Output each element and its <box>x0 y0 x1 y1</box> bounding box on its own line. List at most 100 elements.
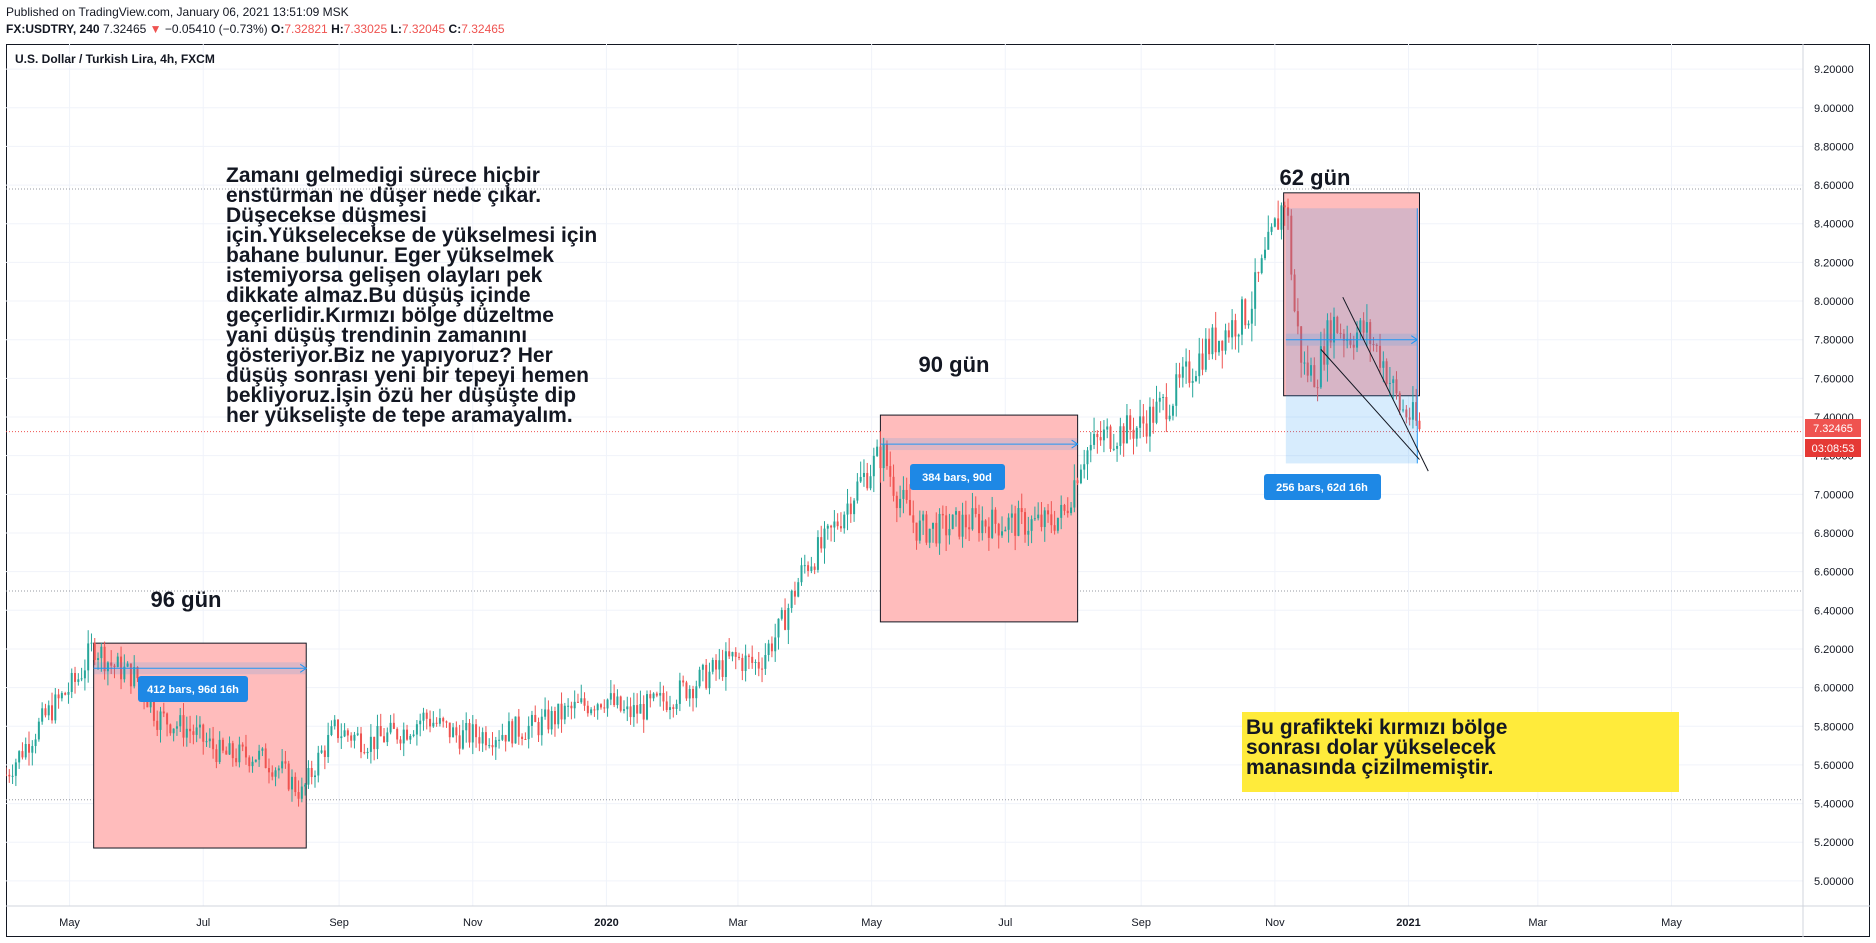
candle-body <box>826 525 829 529</box>
candle-body <box>954 511 957 515</box>
candle-body <box>1234 320 1237 337</box>
candle-body <box>274 770 277 777</box>
candle-body <box>1142 416 1145 424</box>
candle-body <box>1247 323 1250 326</box>
candle-body <box>1257 272 1260 274</box>
candle-body <box>649 694 652 699</box>
candle-body <box>800 565 803 583</box>
candle-body <box>981 520 984 534</box>
high-value: 7.33025 <box>343 22 388 36</box>
candle-body <box>718 660 721 670</box>
candle-body <box>320 750 323 753</box>
candle-body <box>70 672 73 692</box>
candle-body <box>1060 504 1063 518</box>
candle-body <box>113 665 116 667</box>
candle-body <box>133 666 136 687</box>
candle-body <box>1365 322 1368 333</box>
candle-body <box>1109 426 1112 449</box>
candle-body <box>287 763 290 790</box>
x-tick-label: May <box>861 917 882 929</box>
candle-body <box>343 730 346 737</box>
candle-body <box>918 520 921 541</box>
text-line: istemiyorsa gelişen olayları pek <box>226 264 543 287</box>
main-annotation-text: Zamanı gelmedigi sürece hiçbir enstürman … <box>226 164 597 427</box>
candle-body <box>521 736 524 739</box>
candle-body <box>856 481 859 501</box>
candle-body <box>537 721 540 736</box>
range-badge-3: 256 bars, 62d 16h <box>1264 474 1381 500</box>
time-axis[interactable]: May Jul Sep Nov 2020 Mar May Jul Sep Nov 2021 Mar Ma… <box>59 917 1682 929</box>
candle-body <box>951 514 954 529</box>
candle-body <box>550 710 553 730</box>
zone-label-1: 96 gün <box>151 587 222 612</box>
candle-body <box>619 696 622 711</box>
candle-body <box>471 724 474 743</box>
candle-body <box>1267 231 1270 250</box>
symbol-label: FX:USDTRY, 240 <box>6 22 100 36</box>
candle-body <box>1083 464 1086 470</box>
candle-body <box>764 654 767 669</box>
candle-body <box>44 708 47 716</box>
candle-body <box>333 719 336 727</box>
candle-body <box>767 643 770 655</box>
candle-body <box>438 718 441 724</box>
candle-body <box>843 514 846 529</box>
candle-body <box>1217 340 1220 353</box>
candle-body <box>442 718 445 722</box>
candle-body <box>1001 531 1004 536</box>
candle-body <box>1277 218 1280 230</box>
candle-body <box>698 669 701 687</box>
candle-body <box>360 733 363 753</box>
candle-body <box>882 444 885 469</box>
text-line: sonrası dolar yükselecek <box>1246 736 1496 759</box>
candle-body <box>244 746 247 758</box>
candle-body <box>613 693 616 706</box>
low-value: 7.32045 <box>401 22 446 36</box>
candle-body <box>573 701 576 709</box>
candle-body <box>1369 322 1372 345</box>
countdown-tag-text: 03:08:53 <box>1812 443 1855 455</box>
candle-body <box>511 721 514 744</box>
candle-body <box>284 761 287 764</box>
y-tick-label: 8.20000 <box>1814 257 1854 269</box>
candle-body <box>540 716 543 736</box>
candle-body <box>1402 409 1405 411</box>
candle-body <box>392 722 395 729</box>
candle-body <box>317 752 320 776</box>
candle-body <box>271 772 274 777</box>
candle-body <box>192 731 195 735</box>
candle-body <box>892 476 895 496</box>
candle-body <box>100 646 103 659</box>
candle-body <box>1293 274 1296 312</box>
candle-body <box>31 746 34 753</box>
candle-body <box>507 721 510 742</box>
candle-body <box>1250 308 1253 324</box>
y-tick-label: 5.40000 <box>1814 799 1854 811</box>
candle-body <box>1056 517 1059 531</box>
candle-body <box>1076 480 1079 484</box>
candle-body <box>373 736 376 750</box>
candle-body <box>567 705 570 707</box>
candle-body <box>491 745 494 748</box>
candle-body <box>129 663 132 687</box>
price-change: −0.05410 (−0.73%) <box>164 22 268 36</box>
candle-body <box>659 692 662 696</box>
candle-body <box>290 776 293 790</box>
candle-body <box>146 698 149 708</box>
price-chart[interactable]: 9.20000 9.00000 8.80000 8.60000 8.40000 8.200… <box>6 44 1870 937</box>
candle-body <box>97 658 100 661</box>
candle-body <box>1214 327 1217 353</box>
candle-body <box>179 715 182 727</box>
candle-body <box>14 762 17 776</box>
candle-body <box>448 722 451 738</box>
candle-body <box>195 727 198 735</box>
candle-body <box>761 668 764 670</box>
candles <box>6 198 1421 807</box>
candle-body <box>412 734 415 736</box>
candle-body <box>1260 258 1263 273</box>
candle-body <box>83 670 86 679</box>
candle-body <box>810 566 813 571</box>
range-label-2: 384 bars, 90d <box>922 472 992 484</box>
candle-body <box>1132 429 1135 439</box>
candle-body <box>734 652 737 657</box>
